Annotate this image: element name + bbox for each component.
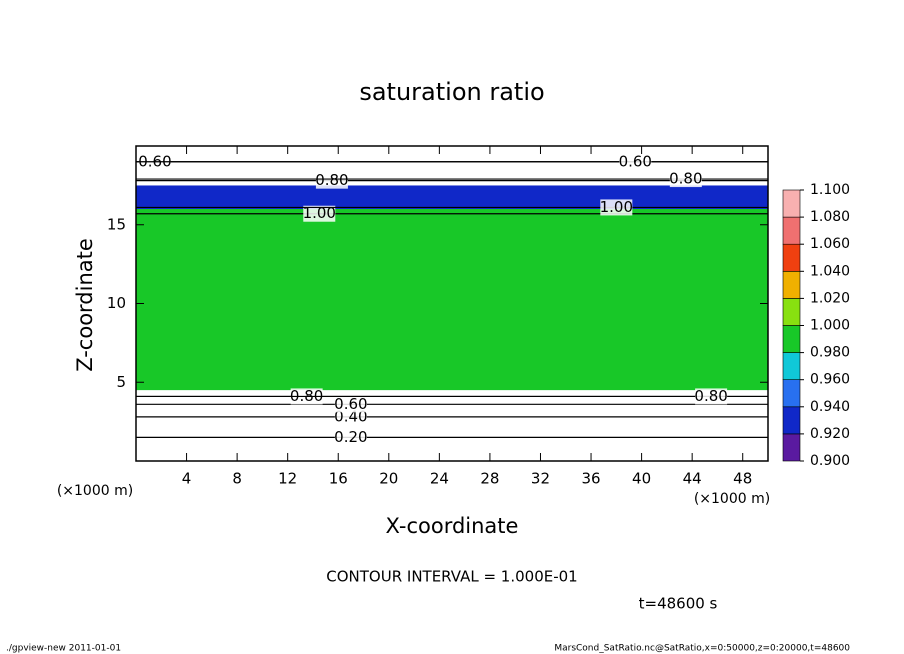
colorbar-bin [782,189,801,218]
field-cell [136,209,768,391]
unit-label: (×1000 m) [57,483,133,499]
y-tick-label: 15 [107,215,126,233]
contour-interval: CONTOUR INTERVAL = 1.000E-01 [326,568,577,586]
colorbar-tick-label: 0.920 [810,426,850,442]
contour-label-bg [600,199,633,216]
contour-label-bg [334,429,367,446]
colorbar-tick-label: 1.100 [810,182,850,198]
x-tick-label: 44 [683,470,702,488]
y-tick-label: 5 [116,373,126,391]
time-label: t=48600 s [639,595,718,613]
x-tick-label: 8 [232,470,242,488]
x-tick-label: 48 [733,470,752,488]
field-cell [136,390,768,461]
colorbar-tick-label: 1.000 [810,318,850,334]
colorbar-bin [782,325,801,353]
footer-right: MarsCond_SatRatio.nc@SatRatio,x=0:50000,… [554,644,850,654]
contour-label-bg [695,388,728,405]
unit-label: (×1000 m) [694,491,770,507]
colorbar-tick-label: 0.900 [810,453,850,469]
x-tick-label: 24 [430,470,449,488]
x-tick-label: 12 [278,470,297,488]
footer-left: ./gpview-new 2011-01-01 [6,644,121,654]
contour-label-bg [619,153,652,170]
contour-label: 0.80 [315,171,348,189]
contour-label: 0.80 [669,170,702,188]
x-tick-label: 32 [531,470,550,488]
colorbar-tick-label: 1.060 [810,236,850,252]
contour-label: 0.60 [619,152,652,170]
colorbar-bin [782,406,801,435]
contour-label: 1.00 [600,198,633,216]
colorbar-bin [782,433,801,462]
contour-label-bg [669,171,702,188]
colorbar-tick-label: 0.960 [810,372,850,388]
y-tick-label: 10 [107,294,126,312]
colorbar-tick-label: 0.980 [810,345,850,361]
colorbar-bin [782,379,801,408]
colorbar-bin [782,298,801,326]
contour-label-bg [334,396,367,413]
chart-title: saturation ratio [359,78,544,106]
contour-label: 0.20 [334,428,367,446]
x-tick-label: 36 [581,470,600,488]
colorbar-bin [782,270,801,299]
x-tick-label: 4 [182,470,192,488]
contour-label: 0.80 [694,387,727,405]
x-tick-label: 40 [632,470,651,488]
contour-label-bg [315,172,348,189]
colorbar-tick-label: 1.080 [810,209,850,225]
x-tick-label: 20 [379,470,398,488]
colorbar-tick-label: 0.940 [810,399,850,415]
contour-label-bg [334,408,367,425]
contour-label: 1.00 [303,204,336,222]
colorbar-tick-label: 1.040 [810,263,850,279]
field-cell [136,185,768,209]
x-axis-label: X-coordinate [386,514,519,538]
contour-label: 0.60 [334,395,367,413]
x-tick-label: 28 [480,470,499,488]
colorbar-bin [782,352,801,381]
colorbar-bin [782,243,801,272]
y-axis-label: Z-coordinate [73,238,97,372]
contour-label-bg [303,205,336,222]
x-tick-label: 16 [329,470,348,488]
colorbar-tick-label: 1.020 [810,290,850,306]
colorbar-bin [782,216,801,245]
